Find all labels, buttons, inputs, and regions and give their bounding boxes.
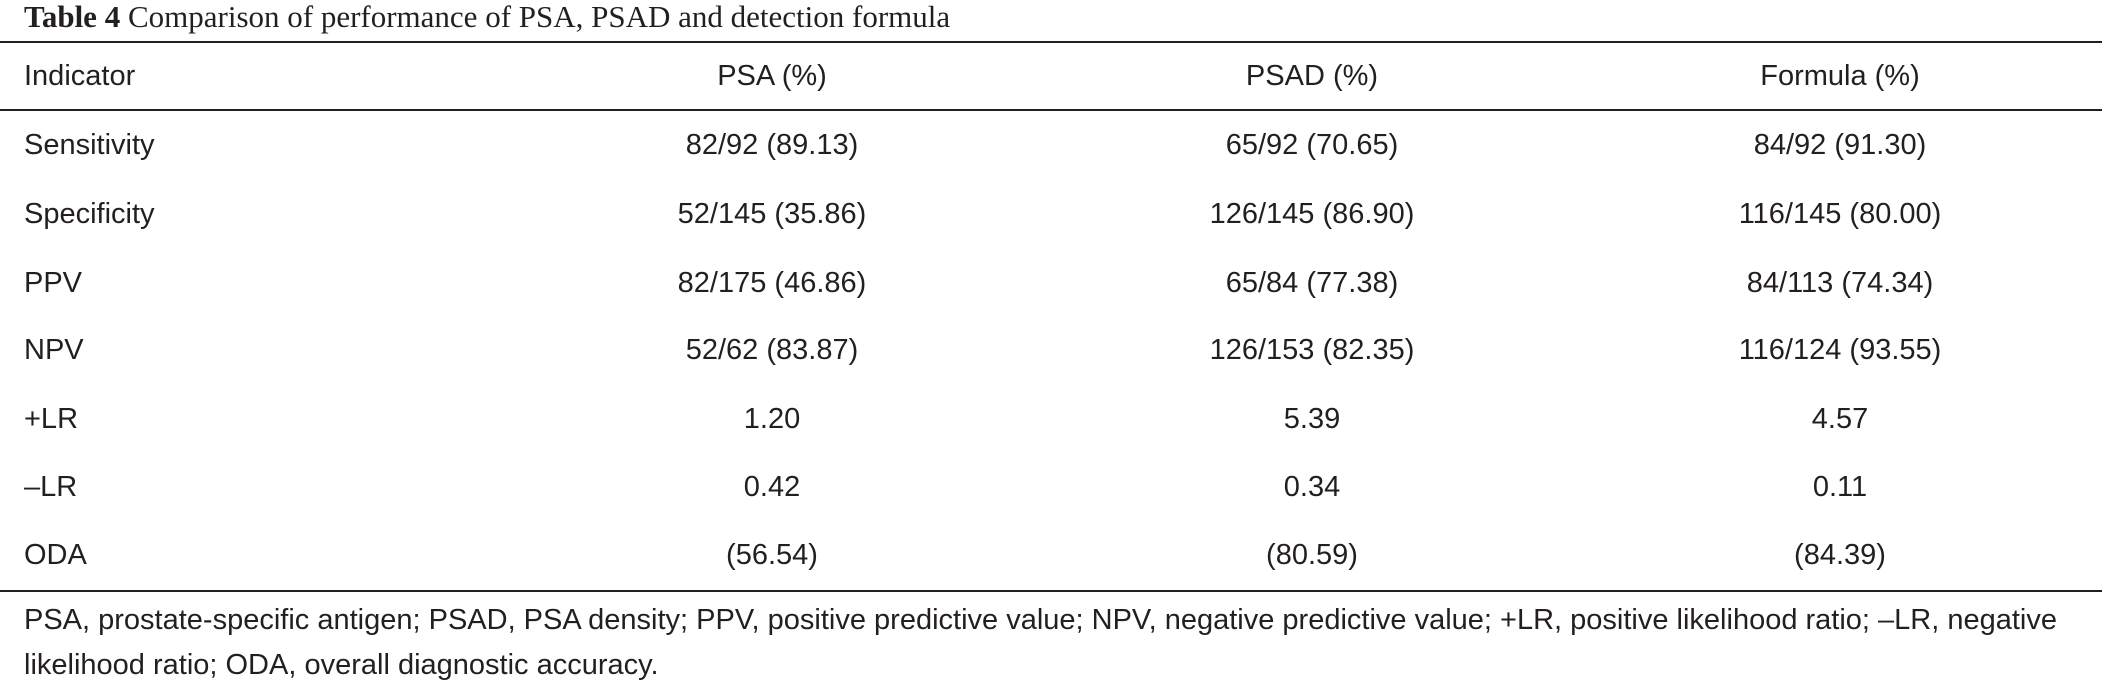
table-caption-text: Comparison of performance of PSA, PSAD a… bbox=[127, 0, 951, 34]
table-caption: Table 4 Comparison of performance of PSA… bbox=[24, 0, 950, 38]
cell-psa: 52/145 (35.86) bbox=[677, 198, 867, 230]
row-label: Sensitivity bbox=[24, 129, 155, 161]
row-label: +LR bbox=[24, 403, 79, 435]
cell-psa: 82/175 (46.86) bbox=[677, 267, 867, 299]
cell-formula: 4.57 bbox=[1811, 403, 1869, 435]
cell-formula: 84/113 (74.34) bbox=[1746, 267, 1934, 299]
cell-formula: 116/145 (80.00) bbox=[1738, 198, 1942, 230]
cell-formula: (84.39) bbox=[1794, 539, 1886, 571]
cell-psad: (80.59) bbox=[1266, 539, 1358, 571]
header-indicator: Indicator bbox=[24, 60, 136, 92]
cell-formula: 84/92 (91.30) bbox=[1753, 129, 1927, 161]
cell-psad: 5.39 bbox=[1283, 403, 1341, 435]
row-label: PPV bbox=[24, 267, 83, 299]
table-header-rule bbox=[0, 109, 2102, 111]
table-bottom-rule bbox=[0, 590, 2102, 592]
cell-psad: 126/145 (86.90) bbox=[1209, 198, 1415, 230]
cell-psad: 65/84 (77.38) bbox=[1225, 267, 1399, 299]
table-row-sensitivity: Sensitivity 82/92 (89.13) 65/92 (70.65) … bbox=[0, 111, 2102, 180]
row-label: ODA bbox=[24, 539, 87, 571]
table-caption-label: Table 4 bbox=[24, 0, 121, 34]
cell-psa: 52/62 (83.87) bbox=[685, 334, 859, 366]
cell-psad: 126/153 (82.35) bbox=[1209, 334, 1415, 366]
cell-psa: 0.42 bbox=[743, 471, 801, 503]
cell-formula: 116/124 (93.55) bbox=[1738, 334, 1942, 366]
cell-psad: 0.34 bbox=[1283, 471, 1341, 503]
cell-psa: 1.20 bbox=[743, 403, 801, 435]
table-footnote: PSA, prostate-specific antigen; PSAD, PS… bbox=[24, 604, 2058, 681]
table-top-rule bbox=[0, 41, 2102, 43]
table-row-ppv: PPV 82/175 (46.86) 65/84 (77.38) 84/113 … bbox=[0, 249, 2102, 318]
cell-formula: 0.11 bbox=[1812, 471, 1868, 503]
row-label: Specificity bbox=[24, 198, 155, 230]
table-header-row: Indicator PSA (%) PSAD (%) Formula (%) bbox=[0, 42, 2102, 111]
cell-psa: (56.54) bbox=[726, 539, 818, 571]
cell-psa: 82/92 (89.13) bbox=[685, 129, 859, 161]
cell-psad: 65/92 (70.65) bbox=[1225, 129, 1399, 161]
table-row-positive-lr: +LR 1.20 5.39 4.57 bbox=[0, 385, 2102, 454]
table-row-negative-lr: –LR 0.42 0.34 0.11 bbox=[0, 453, 2102, 522]
header-formula: Formula (%) bbox=[1760, 60, 1920, 92]
table-row-npv: NPV 52/62 (83.87) 126/153 (82.35) 116/12… bbox=[0, 316, 2102, 385]
row-label: –LR bbox=[24, 471, 78, 503]
table-row-oda: ODA (56.54) (80.59) (84.39) bbox=[0, 521, 2102, 590]
header-psad: PSAD (%) bbox=[1245, 60, 1379, 92]
header-psa: PSA (%) bbox=[717, 60, 827, 92]
table-row-specificity: Specificity 52/145 (35.86) 126/145 (86.9… bbox=[0, 180, 2102, 249]
row-label: NPV bbox=[24, 334, 84, 366]
